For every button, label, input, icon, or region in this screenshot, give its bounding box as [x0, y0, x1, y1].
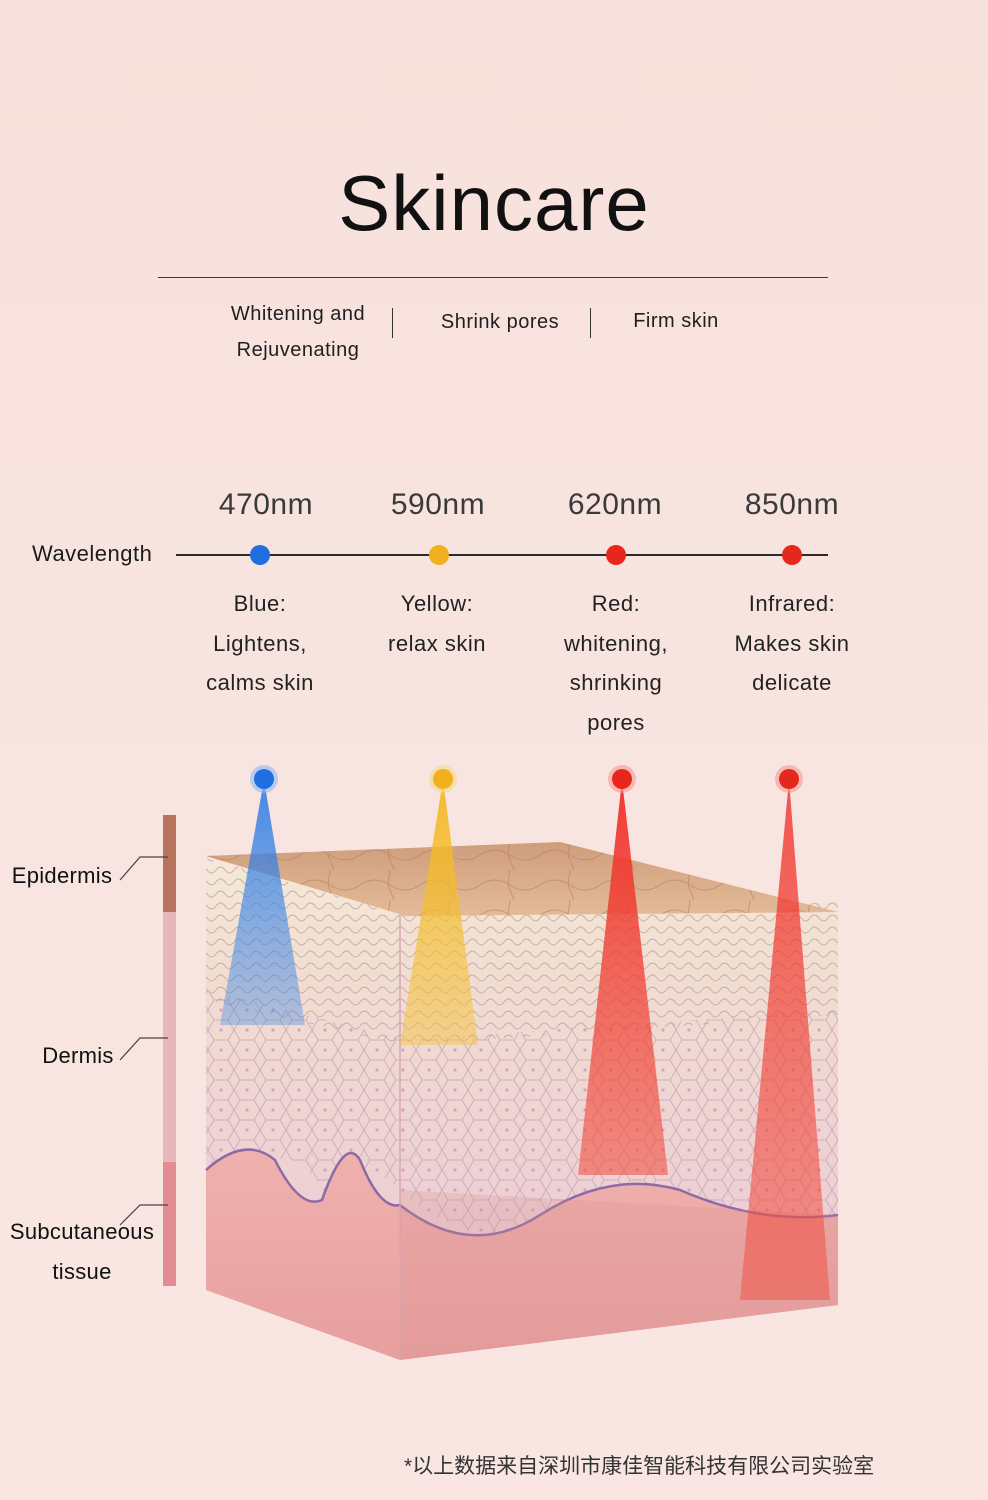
desc-line: calms skin: [206, 670, 314, 695]
dermis-cells: [206, 990, 838, 1235]
infrared-light-beam: [740, 780, 830, 1300]
epidermis-leader: [119, 856, 168, 881]
subcutaneous-bar: [163, 1162, 176, 1286]
dermis-label: Dermis: [42, 1043, 114, 1068]
dermis-bar: [163, 912, 176, 1162]
infrared-description: Infrared: Makes skin delicate: [707, 584, 877, 703]
desc-line: whitening,: [563, 630, 669, 656]
wavelength-label: Wavelength: [32, 541, 153, 566]
subcutaneous-label-line: Subcutaneous: [9, 1219, 155, 1244]
infrared-light-dot: [782, 545, 802, 565]
desc-line: Red:: [591, 591, 641, 616]
wavelength-470: 470nm: [218, 488, 314, 521]
dermis-fibers: [206, 858, 838, 1045]
subcutaneous-label: Subcutaneous tissue: [2, 1212, 162, 1292]
wavelength-620: 620nm: [567, 488, 663, 521]
infrared-source: [779, 769, 799, 789]
footnote: *以上数据来自深圳市康佳智能科技有限公司实验室: [404, 1455, 875, 1478]
wavelength-axis: [176, 554, 828, 556]
yellow-light-beam: [400, 780, 478, 1045]
desc-line: pores: [587, 709, 645, 735]
yellow-light-dot: [429, 545, 449, 565]
blue-source: [254, 769, 274, 789]
desc-line: delicate: [752, 670, 832, 695]
desc-line: Makes skin: [734, 630, 850, 656]
desc-line: Lightens,: [213, 630, 307, 656]
benefit-firm-skin: Firm skin: [633, 310, 719, 332]
benefit-separator: [392, 308, 393, 338]
epidermis-texture: [206, 842, 838, 916]
wavelength-850: 850nm: [744, 488, 840, 521]
front-shade: [400, 1190, 838, 1360]
red-light-beam: [578, 780, 668, 1175]
page-title: Skincare: [338, 159, 650, 247]
blue-description: Blue: Lightens, calms skin: [175, 584, 345, 703]
epidermis-label: Epidermis: [11, 863, 113, 888]
benefit-separator: [590, 308, 591, 338]
desc-line: Blue:: [233, 591, 287, 616]
red-light-dot: [606, 545, 626, 565]
desc-line: Yellow:: [400, 591, 474, 616]
red-source: [612, 769, 632, 789]
skin-cross-section-illustration: [119, 765, 839, 1360]
subcutaneous-label-line: tissue: [52, 1259, 112, 1284]
blue-light-beam: [220, 780, 305, 1025]
dermis-leader: [119, 1037, 168, 1061]
yellow-source: [433, 769, 453, 789]
wavelength-590: 590nm: [390, 488, 486, 521]
subcutaneous-layer: [206, 1149, 838, 1360]
benefit-whitening: Whitening and Rejuvenating: [230, 303, 366, 361]
desc-line: relax skin: [388, 630, 486, 656]
desc-line: shrinking: [569, 670, 663, 695]
epidermis-bar: [163, 815, 176, 912]
benefit-shrink-pores: Shrink pores: [440, 311, 560, 333]
blue-light-dot: [250, 545, 270, 565]
title-divider: [158, 277, 828, 278]
desc-line: Infrared:: [748, 591, 836, 616]
red-description: Red: whitening, shrinking pores: [531, 584, 701, 742]
yellow-description: Yellow: relax skin: [352, 584, 522, 663]
subcutaneous-leader: [119, 1204, 168, 1226]
